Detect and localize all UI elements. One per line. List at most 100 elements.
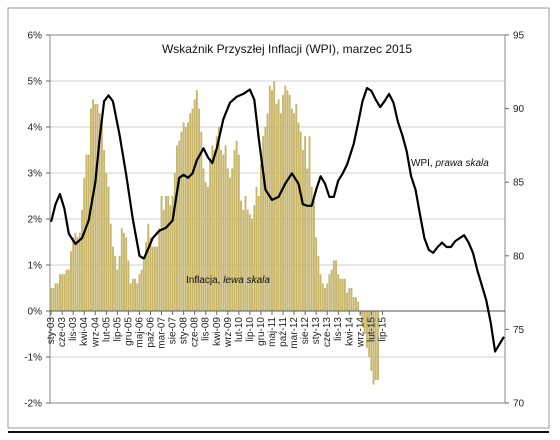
x-tick-label: kwi-04 [79,317,90,346]
inflation-bar [131,278,134,311]
inflation-bar [310,186,313,311]
y-right-tick-label: 95 [513,31,525,42]
inflation-bar [120,228,123,311]
inflation-bar [103,150,106,311]
inflation-bar [337,274,340,311]
inflation-bar [149,237,152,311]
inflation-bar [253,205,256,311]
y-left-tick-label: 4% [28,123,43,134]
x-tick-label: lis-08 [201,317,212,341]
inflation-bar [299,131,302,311]
inflation-bar [52,288,55,311]
inflation-bar [319,274,322,311]
inflation-bar [191,108,194,311]
x-tick-label: sty-08 [179,317,190,345]
x-tick-label: cze-03 [57,317,68,347]
inflation-bar [262,136,265,311]
chart-frame [7,7,550,429]
inflation-bar [332,260,335,311]
inflation-bar [123,232,125,311]
inflation-bar [357,301,360,311]
wpi-series-label: WPI, prawa skala [411,158,489,169]
inflation-bar [160,196,163,311]
inflation-bar [354,297,357,311]
inflation-bar [96,104,99,311]
inflation-bar [255,186,258,311]
inflation-bar [176,145,178,311]
inflation-bar [335,260,337,311]
y-left-tick-label: 5% [28,77,43,88]
inflation-bar [193,99,196,312]
y-left-tick-label: 2% [28,215,43,226]
inflation-bar [145,242,148,311]
inflation-bar [162,209,165,311]
inflation-bar [326,283,329,311]
inflation-bar [366,311,368,348]
inflation-bar [341,278,344,311]
y-left-tick-label: 6% [28,31,43,42]
inflation-bar [94,104,97,311]
y-left-tick-label: -2% [24,399,42,410]
x-tick-label: lis-13 [333,317,344,341]
inflation-bar [288,94,291,311]
x-tick-label: gru-05 [123,317,134,346]
inflation-bar [118,255,121,311]
inflation-bar [246,209,249,311]
inflation-bar [290,108,293,311]
inflation-bar [209,159,212,311]
x-tick-label: sie-07 [168,317,179,345]
inflation-bar [233,150,236,311]
inflation-bar [224,145,227,311]
inflation-bar [204,182,207,311]
inflation-bar [313,200,315,311]
x-tick-label: paź-06 [145,317,156,348]
y-right-tick-label: 80 [513,251,525,262]
inflation-bar [321,283,324,311]
x-tick-label: mar-07 [157,317,168,349]
inflation-bar [109,223,112,311]
inflation-bar [61,274,64,311]
inflation-bar [202,168,205,311]
inflation-bar [282,94,284,311]
inflation-bar [328,274,331,311]
inflation-bar [112,246,114,311]
inflation-bar [78,232,81,311]
inflation-bar [125,237,128,311]
inflation-bar [116,269,119,311]
inflation-bar [330,269,333,311]
inflation-bar [200,131,203,311]
inflation-bar [286,90,289,311]
inflation-bar [153,246,156,311]
x-tick-label: maj-06 [134,317,145,348]
inflation-bar [242,209,245,311]
inflation-bar [370,311,373,371]
inflation-bar [264,127,267,311]
inflation-bar [279,113,282,311]
inflation-bar [372,311,375,385]
inflation-bar [178,140,181,311]
inflation-bar [240,200,242,311]
inflation-bar [158,228,161,311]
inflation-bar [134,278,136,311]
inflation-bar [182,122,185,312]
inflation-bar [301,150,304,311]
y-right-tick-label: 70 [513,399,525,410]
y-right-tick-label: 85 [513,178,525,189]
x-tick-label: cze-13 [322,317,333,347]
x-tick-label: gru-10 [256,317,267,346]
inflation-bar [189,113,192,311]
x-tick-label: sie-12 [300,317,311,345]
inflation-bar [348,288,351,311]
inflation-bar [167,196,170,311]
x-tick-label: wrz-14 [355,317,366,348]
x-tick-label: sty-03 [46,317,57,345]
inflation-bar [184,127,187,311]
inflation-bar [343,278,346,311]
inflation-bar [215,136,218,311]
inflation-bar [295,104,298,311]
inflation-bar [65,269,68,311]
inflation-bar [140,269,143,311]
inflation-bar [218,127,220,311]
inflation-bar [165,196,167,311]
inflation-bar [147,223,150,311]
